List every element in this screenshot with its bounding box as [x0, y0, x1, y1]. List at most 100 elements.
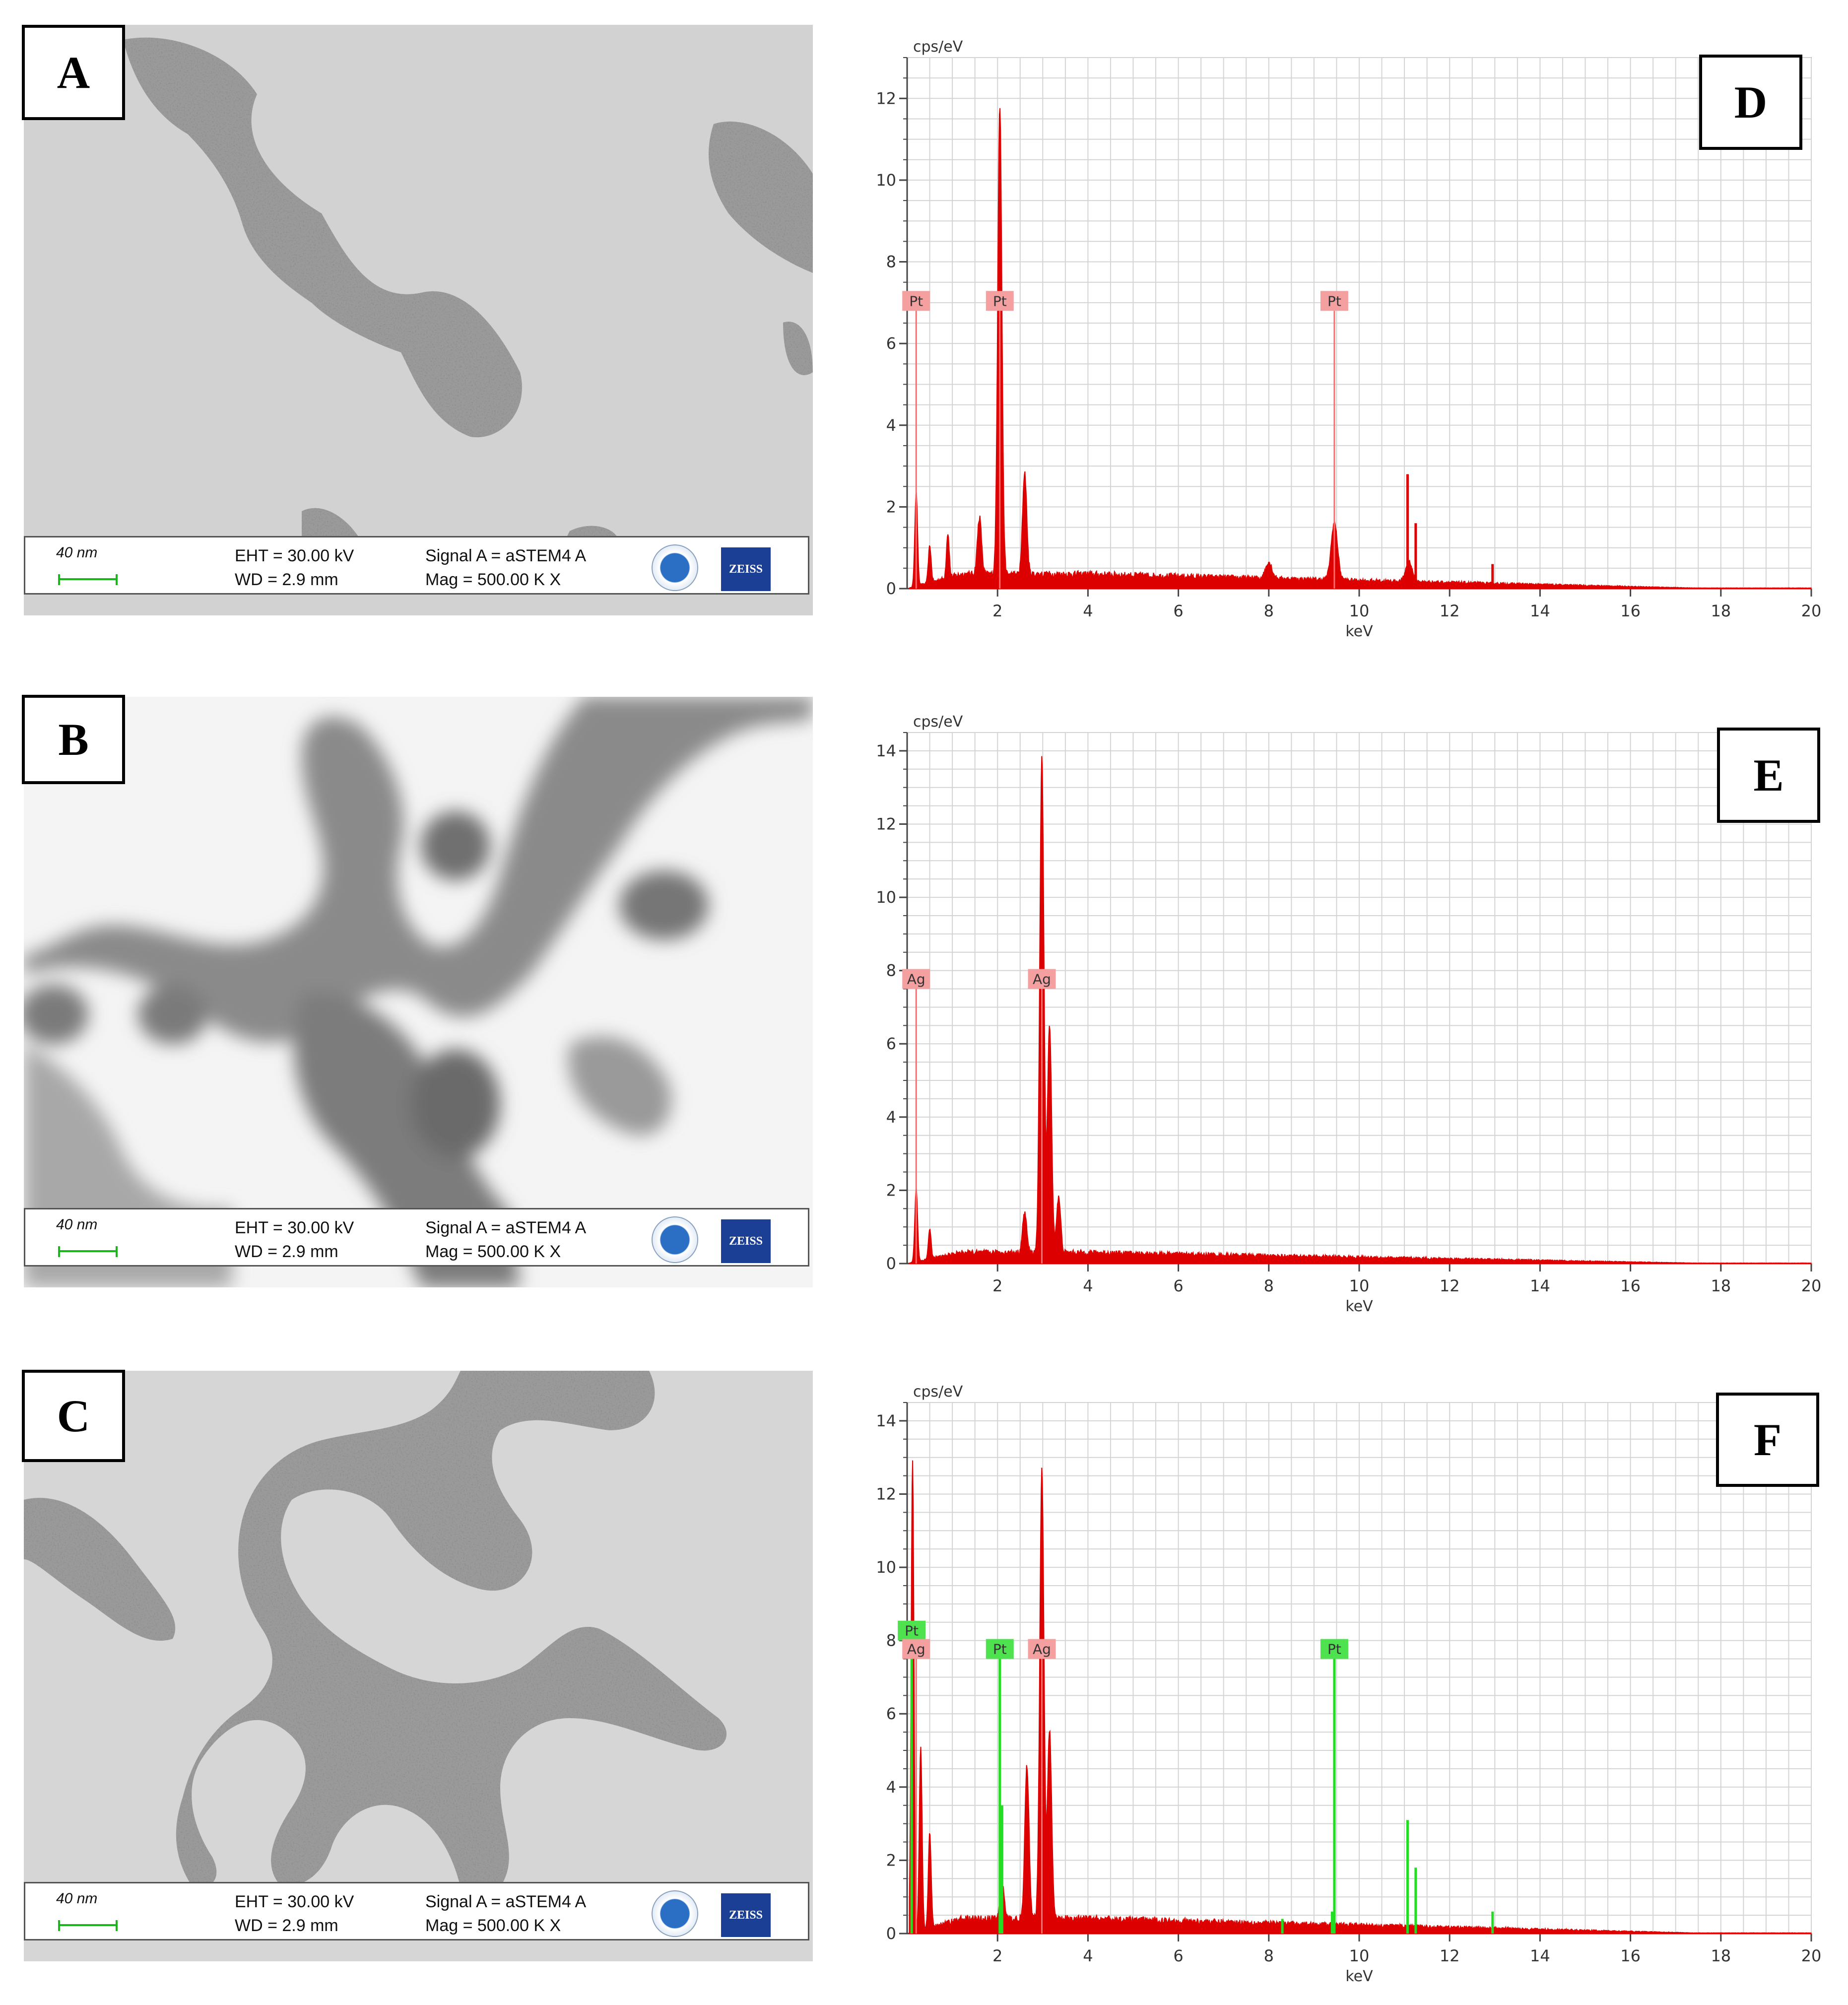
y-tick-label: 6: [886, 334, 896, 353]
element-marker-box: [902, 969, 930, 989]
element-marker-box: [902, 291, 930, 311]
eds-spectrum-e: 0 2 4 6 8 10 12 14 2 4 6 8 10 12 14 16 18 20 cps/eV keV Ag Ag: [876, 713, 1822, 1315]
x-tick-label: 12: [1440, 1946, 1460, 1965]
series-1: [1000, 1805, 1494, 1934]
x-tick-label: 8: [1264, 1946, 1274, 1965]
eds-spectrum-f: 0 2 4 6 8 10 12 14 2 4 6 8 10 12 14 16 18 20 cps/eV keV Pt Ag…: [876, 1383, 1822, 1985]
scale-bar-label: 40 nm: [56, 1216, 98, 1233]
institution-seal-icon: [652, 544, 698, 591]
x-tick-label: 6: [1173, 1946, 1183, 1965]
y-tick-label: 4: [886, 416, 896, 435]
series-0: [909, 1460, 1812, 1934]
stem-micrograph-c: [24, 1371, 813, 1961]
y-tick-label: 8: [886, 253, 896, 271]
y-tick-label: 0: [886, 579, 896, 598]
y-tick-label: 10: [876, 1558, 896, 1577]
element-marker-box: [1320, 1639, 1348, 1659]
eds-chart-d: 0 2 4 6 8 10 12 2 4 6 8 10 12 14 16 18 20 cps/eV keV Pt Pt Pt: [854, 30, 1826, 655]
wd-value: WD = 2.9 mm: [235, 1242, 338, 1261]
element-marker-label: Pt: [993, 293, 1007, 309]
stem-image-b: 40 nm EHT = 30.00 kV WD = 2.9 mm Signal …: [24, 697, 813, 1287]
x-tick-label: 18: [1711, 1946, 1731, 1965]
element-marker-label: Pt: [1327, 293, 1341, 309]
x-tick-label: 18: [1711, 602, 1731, 620]
stem-micrograph-b: [24, 697, 813, 1287]
x-tick-label: 4: [1083, 602, 1093, 620]
x-tick-label: 20: [1801, 1946, 1822, 1965]
series-0: [909, 756, 1812, 1264]
y-tick-label: 14: [876, 1411, 896, 1430]
x-tick-label: 16: [1620, 1946, 1641, 1965]
y-tick-label: 0: [886, 1254, 896, 1273]
element-marker-box: [1320, 291, 1348, 311]
element-marker-box: [986, 291, 1014, 311]
y-tick-label: 14: [876, 741, 896, 760]
x-tick-label: 4: [1083, 1276, 1093, 1295]
x-tick-label: 16: [1620, 602, 1641, 620]
panel-label-a: A: [22, 25, 125, 120]
signal-value: Signal A = aSTEM4 A: [425, 546, 587, 565]
x-tick-label: 14: [1530, 602, 1550, 620]
stem-micrograph-a: [24, 25, 813, 615]
eht-value: EHT = 30.00 kV: [235, 1892, 354, 1911]
y-tick-label: 8: [886, 1631, 896, 1650]
y-axis-label: cps/eV: [913, 1383, 963, 1401]
element-marker-label: Ag: [1033, 1641, 1051, 1658]
y-tick-label: 10: [876, 171, 896, 190]
element-marker-label: Ag: [907, 1641, 925, 1658]
x-tick-label: 20: [1801, 602, 1822, 620]
y-tick-label: 6: [886, 1704, 896, 1723]
zeiss-logo: ZEISS: [721, 547, 771, 591]
panel-label-f: F: [1716, 1393, 1819, 1487]
x-tick-label: 2: [992, 1946, 1002, 1965]
y-tick-label: 2: [886, 1181, 896, 1200]
eds-spectrum-d: 0 2 4 6 8 10 12 2 4 6 8 10 12 14 16 18 20 cps/eV keV Pt Pt Pt: [876, 38, 1822, 640]
y-tick-label: 6: [886, 1034, 896, 1053]
x-tick-label: 14: [1530, 1946, 1550, 1965]
element-marker-label: Pt: [993, 1641, 1007, 1658]
eht-value: EHT = 30.00 kV: [235, 546, 354, 565]
panel-label-e: E: [1717, 728, 1820, 823]
stem-info-bar: 40 nm EHT = 30.00 kV WD = 2.9 mm Signal …: [24, 536, 809, 595]
x-tick-label: 10: [1349, 602, 1370, 620]
grid: [907, 57, 1812, 589]
wd-value: WD = 2.9 mm: [235, 570, 338, 589]
mag-value: Mag = 500.00 K X: [425, 1242, 561, 1261]
eht-value: EHT = 30.00 kV: [235, 1218, 354, 1237]
element-marker-box: [898, 1620, 926, 1641]
x-tick-label: 12: [1440, 602, 1460, 620]
scale-bar: [58, 1920, 118, 1931]
scale-bar: [58, 574, 118, 585]
y-tick-label: 12: [876, 814, 896, 833]
element-marker-label: Pt: [909, 293, 923, 309]
element-marker-label: Ag: [1033, 971, 1051, 988]
mag-value: Mag = 500.00 K X: [425, 570, 561, 589]
y-tick-label: 2: [886, 497, 896, 516]
element-marker-label: Pt: [1327, 1641, 1341, 1658]
element-marker-box: [1028, 969, 1056, 989]
x-tick-label: 20: [1801, 1276, 1822, 1295]
y-axis-label: cps/eV: [913, 38, 963, 56]
scale-bar: [58, 1246, 118, 1257]
scale-bar-label: 40 nm: [56, 544, 98, 561]
zeiss-logo: ZEISS: [721, 1893, 771, 1937]
x-tick-label: 16: [1620, 1276, 1641, 1295]
y-tick-label: 8: [886, 961, 896, 980]
x-tick-label: 10: [1349, 1276, 1370, 1295]
institution-seal-icon: [652, 1216, 698, 1263]
x-tick-label: 4: [1083, 1946, 1093, 1965]
panel-label-b: B: [22, 695, 125, 784]
x-tick-label: 18: [1711, 1276, 1731, 1295]
eds-chart-e: 0 2 4 6 8 10 12 14 2 4 6 8 10 12 14 16 18 20 cps/eV keV Ag Ag: [854, 705, 1826, 1330]
element-marker-box: [986, 1639, 1014, 1659]
y-tick-label: 10: [876, 888, 896, 907]
x-axis-label: keV: [1345, 1298, 1373, 1315]
mag-value: Mag = 500.00 K X: [425, 1916, 561, 1935]
x-tick-label: 14: [1530, 1276, 1550, 1295]
y-tick-label: 4: [886, 1108, 896, 1127]
y-tick-label: 4: [886, 1778, 896, 1797]
signal-value: Signal A = aSTEM4 A: [425, 1218, 587, 1237]
x-tick-label: 2: [992, 602, 1002, 620]
x-tick-label: 8: [1264, 602, 1274, 620]
institution-seal-icon: [652, 1890, 698, 1937]
